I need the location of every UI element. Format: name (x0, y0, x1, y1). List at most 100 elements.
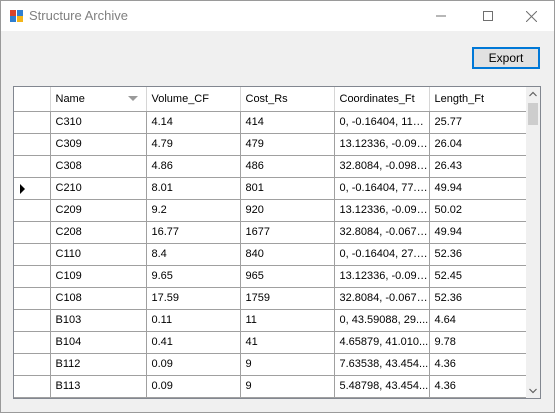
table-row[interactable]: C310 4.14 414 0, -0.16404, 114.... 25.77 (14, 111, 526, 134)
cell-cost[interactable]: 840 (240, 243, 335, 266)
cell-coordinates[interactable]: 32.8084, -0.0672... (334, 221, 430, 244)
cell-cost[interactable]: 9 (240, 375, 335, 398)
cell-name[interactable]: C210 (50, 177, 147, 200)
table-row[interactable]: C108 17.59 1759 32.8084, -0.0672... 52.36 (14, 287, 526, 310)
cell-coordinates[interactable]: 0, -0.16404, 27.1... (334, 243, 430, 266)
cell-cost[interactable]: 11 (240, 309, 335, 332)
cell-volume[interactable]: 8.01 (146, 177, 241, 200)
cell-cost[interactable]: 1677 (240, 221, 335, 244)
cell-coordinates[interactable]: 4.65879, 41.010... (334, 331, 430, 354)
column-header-coordinates[interactable]: Coordinates_Ft (334, 87, 430, 112)
row-header[interactable] (14, 331, 51, 354)
table-row[interactable]: B104 0.41 41 4.65879, 41.010... 9.78 (14, 331, 526, 354)
cell-name[interactable]: B103 (50, 309, 147, 332)
cell-length[interactable]: 49.94 (429, 221, 526, 244)
cell-length[interactable]: 52.45 (429, 265, 526, 288)
cell-cost[interactable]: 9 (240, 353, 335, 376)
row-header[interactable] (14, 265, 51, 288)
row-header[interactable] (14, 309, 51, 332)
table-row[interactable]: C308 4.86 486 32.8084, -0.0984... 26.43 (14, 155, 526, 178)
cell-cost[interactable]: 479 (240, 133, 335, 156)
row-header[interactable] (14, 155, 51, 178)
scroll-down-button[interactable] (526, 384, 540, 398)
cell-volume[interactable]: 8.4 (146, 243, 241, 266)
cell-coordinates[interactable]: 13.12336, -0.098... (334, 199, 430, 222)
cell-cost[interactable]: 486 (240, 155, 335, 178)
cell-coordinates[interactable]: 5.48798, 43.454... (334, 375, 430, 398)
row-header[interactable] (14, 397, 51, 398)
cell-coordinates[interactable]: 32.8084, -0.0672... (334, 287, 430, 310)
cell-length[interactable]: 26.04 (429, 133, 526, 156)
cell-volume[interactable]: 16.77 (146, 221, 241, 244)
scrollbar-thumb[interactable] (528, 103, 538, 125)
table-row[interactable]: B113 0.09 9 5.48798, 43.454... 4.36 (14, 375, 526, 398)
cell-volume[interactable]: 9.65 (146, 265, 241, 288)
cell-name[interactable]: C209 (50, 199, 147, 222)
row-header[interactable] (14, 375, 51, 398)
cell-length[interactable]: 50.02 (429, 199, 526, 222)
cell-volume[interactable]: 17.59 (146, 287, 241, 310)
cell-coordinates[interactable]: 7.63538, 43.454... (334, 353, 430, 376)
cell-volume[interactable]: 4.86 (146, 155, 241, 178)
cell-cost[interactable]: 414 (240, 111, 335, 134)
cell-length[interactable]: 25.77 (429, 111, 526, 134)
table-row[interactable]: C209 9.2 920 13.12336, -0.098... 50.02 (14, 199, 526, 222)
cell-name[interactable]: C208 (50, 221, 147, 244)
row-header[interactable] (14, 199, 51, 222)
cell-cost[interactable]: 965 (240, 265, 335, 288)
title-bar[interactable]: Structure Archive (1, 1, 554, 31)
corner-header[interactable] (14, 87, 51, 112)
cell-volume[interactable]: 0.09 (146, 353, 241, 376)
cell-coordinates[interactable]: 32.8084, -0.0984... (334, 155, 430, 178)
cell-cost[interactable]: 920 (240, 199, 335, 222)
row-header[interactable] (14, 353, 51, 376)
cell-coordinates[interactable]: 13.12336, -0.098... (334, 265, 430, 288)
cell-volume[interactable]: 0.09 (146, 375, 241, 398)
cell-length[interactable]: 9.78 (429, 331, 526, 354)
cell-cost[interactable]: 41 (240, 331, 335, 354)
cell-coordinates[interactable]: 0, -0.16404, 114.... (334, 111, 430, 134)
cell-length[interactable]: 4.36 (429, 375, 526, 398)
row-header[interactable] (14, 111, 51, 134)
table-row[interactable]: C109 9.65 965 13.12336, -0.098... 52.45 (14, 265, 526, 288)
cell-name[interactable]: C310 (50, 111, 147, 134)
cell-volume[interactable]: 4.14 (146, 111, 241, 134)
table-row[interactable]: B112 0.09 9 7.63538, 43.454... 4.36 (14, 353, 526, 376)
table-row[interactable]: C208 16.77 1677 32.8084, -0.0672... 49.94 (14, 221, 526, 244)
data-grid[interactable]: Name Volume_CF Cost_Rs Coordinates_Ft Le… (13, 86, 541, 399)
cell-name[interactable]: B113 (50, 375, 147, 398)
cell-length[interactable]: 49.94 (429, 177, 526, 200)
column-header-volume[interactable]: Volume_CF (146, 87, 241, 112)
close-button[interactable] (508, 1, 554, 31)
cell-coordinates[interactable]: 73.67776, 6.889... (334, 397, 430, 398)
row-header[interactable] (14, 221, 51, 244)
table-row[interactable]: B103 0.11 11 0, 43.59088, 29.... 4.64 (14, 309, 526, 332)
cell-name[interactable]: C309 (50, 133, 147, 156)
cell-length[interactable]: 4.36 (429, 353, 526, 376)
column-header-name[interactable]: Name (50, 87, 147, 112)
cell-name[interactable]: C110 (50, 243, 147, 266)
table-row[interactable]: C309 4.79 479 13.12336, -0.098... 26.04 (14, 133, 526, 156)
vertical-scrollbar[interactable] (526, 87, 540, 398)
row-header[interactable] (14, 133, 51, 156)
cell-name[interactable]: B114 (50, 397, 147, 398)
column-header-length[interactable]: Length_Ft (429, 87, 526, 112)
minimize-button[interactable] (418, 1, 464, 31)
cell-name[interactable]: B112 (50, 353, 147, 376)
cell-coordinates[interactable]: 0, -0.16404, 77.6... (334, 177, 430, 200)
cell-cost[interactable]: 1759 (240, 287, 335, 310)
row-header[interactable] (14, 287, 51, 310)
cell-coordinates[interactable]: 0, 43.59088, 29.... (334, 309, 430, 332)
cell-length[interactable]: 26.43 (429, 155, 526, 178)
cell-volume[interactable]: 0.19 (146, 397, 241, 398)
column-header-cost[interactable]: Cost_Rs (240, 87, 335, 112)
row-header[interactable] (14, 243, 51, 266)
cell-length[interactable]: 7.55 (429, 397, 526, 398)
table-row[interactable]: C110 8.4 840 0, -0.16404, 27.1... 52.36 (14, 243, 526, 266)
cell-name[interactable]: B104 (50, 331, 147, 354)
cell-name[interactable]: C308 (50, 155, 147, 178)
cell-length[interactable]: 4.64 (429, 309, 526, 332)
cell-volume[interactable]: 0.41 (146, 331, 241, 354)
cell-volume[interactable]: 9.2 (146, 199, 241, 222)
cell-length[interactable]: 52.36 (429, 243, 526, 266)
